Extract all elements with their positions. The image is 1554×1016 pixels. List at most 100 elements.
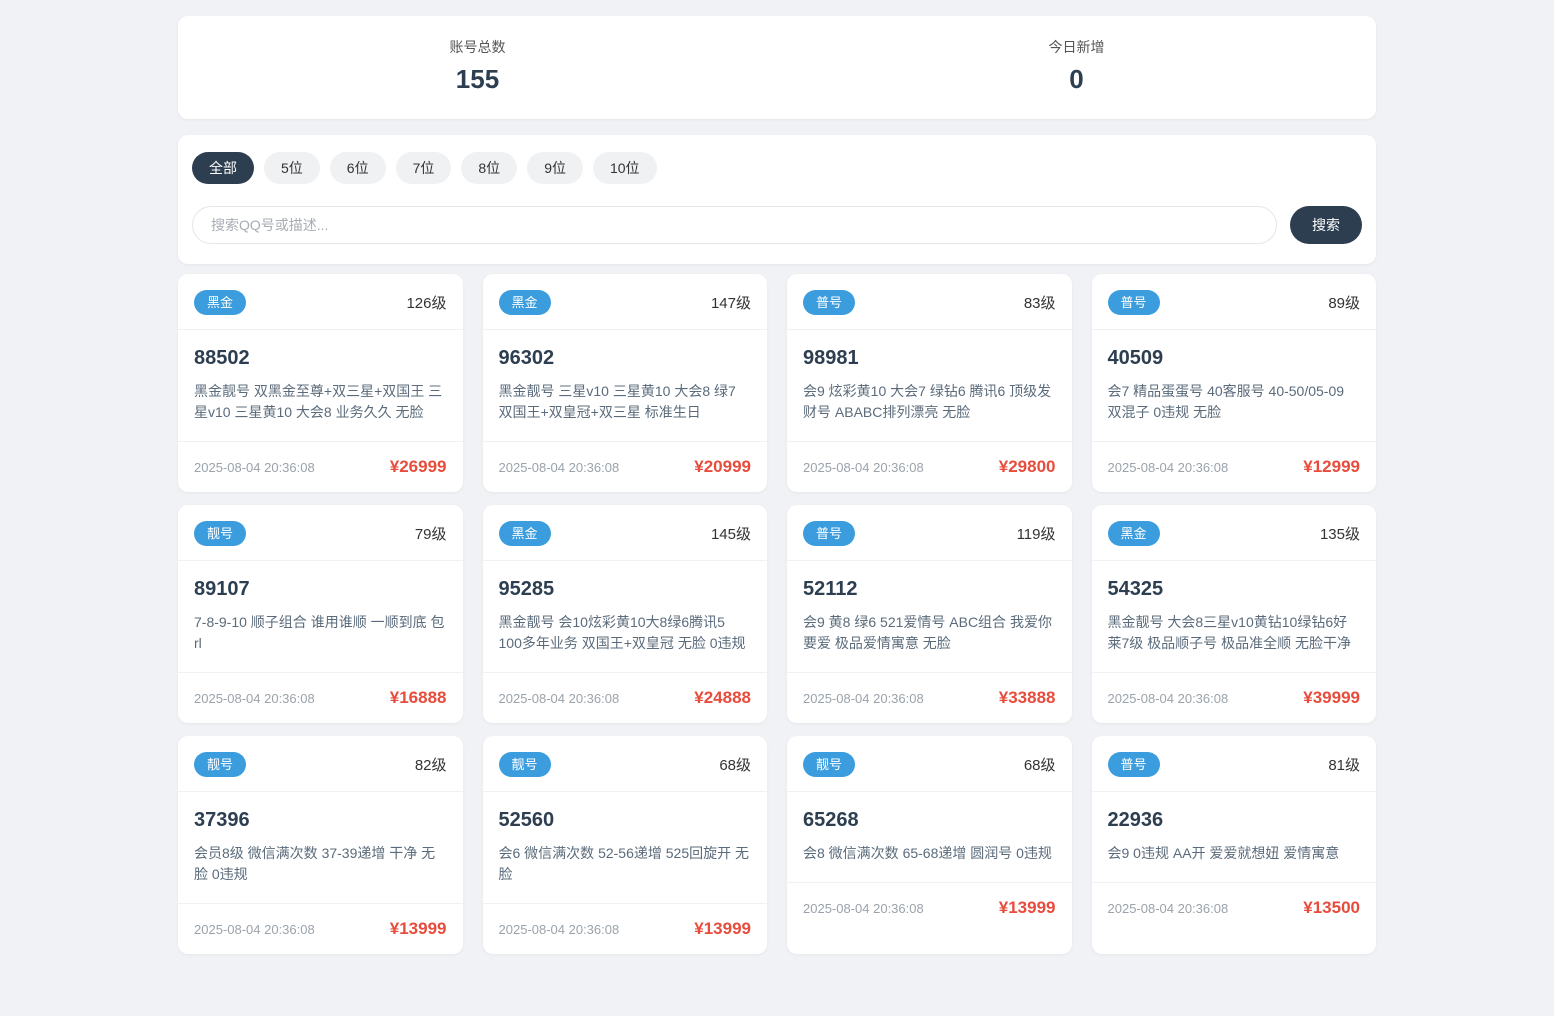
card-body: 95285 黑金靓号 会10炫彩黄10大8绿6腾讯5 100多年业务 双国王+双… (483, 561, 768, 672)
filter-tab[interactable]: 5位 (264, 152, 320, 184)
card-body: 22936 会9 0违规 AA开 爱爱就想妞 爱情寓意 (1092, 792, 1377, 882)
price-label: ¥29800 (998, 457, 1056, 476)
account-description: 会9 炫彩黄10 大会7 绿钻6 腾讯6 顶级发财号 ABABC排列漂亮 无脸 (803, 383, 1052, 420)
card-header: 普号 119级 (787, 505, 1072, 561)
account-number: 22936 (1107, 809, 1164, 831)
card-header: 靓号 68级 (787, 736, 1072, 792)
account-number: 96302 (498, 347, 555, 369)
price-label: ¥26999 (389, 457, 447, 476)
listing-date: 2025-08-04 20:36:08 (194, 459, 315, 475)
account-card[interactable]: 普号 119级 52112 会9 黄8 绿6 521爱情号 ABC组合 我爱你要… (787, 505, 1072, 723)
account-number: 52112 (803, 578, 858, 600)
account-grid: 黑金 126级 88502 黑金靓号 双黑金至尊+双三星+双国王 三星v10 三… (178, 274, 1376, 974)
account-description: 会9 黄8 绿6 521爱情号 ABC组合 我爱你要爱 极品爱情寓意 无脸 (803, 614, 1052, 651)
account-card[interactable]: 普号 89级 40509 会7 精品蛋蛋号 40客服号 40-50/05-09 … (1091, 274, 1377, 492)
account-card[interactable]: 普号 83级 98981 会9 炫彩黄10 大会7 绿钻6 腾讯6 顶级发财号 … (787, 274, 1072, 492)
level-label: 147级 (710, 295, 751, 312)
category-badge: 普号 (1107, 752, 1160, 777)
account-description: 会7 精品蛋蛋号 40客服号 40-50/05-09 双混子 0违规 无脸 (1107, 383, 1345, 420)
level-label: 68级 (719, 757, 751, 774)
account-number: 88502 (194, 347, 250, 369)
card-footer: 2025-08-04 20:36:08 ¥13999 (178, 903, 463, 954)
card-body: 98981 会9 炫彩黄10 大会7 绿钻6 腾讯6 顶级发财号 ABABC排列… (787, 330, 1072, 441)
account-description: 黑金靓号 三星v10 三星黄10 大会8 绿7 双国王+双皇冠+双三星 标准生日 (498, 383, 736, 420)
card-header: 普号 89级 (1091, 274, 1376, 330)
level-label: 68级 (1023, 757, 1056, 774)
card-footer: 2025-08-04 20:36:08 ¥13500 (1091, 882, 1376, 933)
card-header: 靓号 82级 (178, 736, 463, 792)
filter-tab[interactable]: 6位 (329, 152, 386, 184)
account-description: 黑金靓号 双黑金至尊+双三星+双国王 三星v10 三星黄10 大会8 业务久久 … (194, 383, 443, 420)
listing-date: 2025-08-04 20:36:08 (194, 921, 315, 937)
listing-date: 2025-08-04 20:36:08 (1107, 690, 1229, 706)
account-card[interactable]: 黑金 147级 96302 黑金靓号 三星v10 三星黄10 大会8 绿7 双国… (482, 274, 767, 492)
category-badge: 靓号 (498, 752, 551, 777)
filter-panel: 全部 5位 6位 7位 8位 9位 10位 搜索 (178, 135, 1376, 264)
card-body: 65268 会8 微信满次数 65-68递增 圆润号 0违规 (787, 792, 1072, 882)
search-button[interactable]: 搜索 (1290, 206, 1362, 244)
filter-tab[interactable]: 全部 (192, 152, 254, 184)
price-label: ¥13999 (389, 919, 447, 938)
stat-total-accounts: 账号总数 155 (178, 37, 777, 95)
price-label: ¥13999 (694, 919, 751, 938)
search-input[interactable] (192, 206, 1277, 244)
account-card[interactable]: 靓号 68级 65268 会8 微信满次数 65-68递增 圆润号 0违规 20… (787, 736, 1072, 954)
card-header: 黑金 126级 (178, 274, 463, 330)
category-badge: 黑金 (498, 290, 551, 315)
category-badge: 黑金 (1107, 521, 1160, 546)
account-card[interactable]: 靓号 79级 89107 7-8-9-10 顺子组合 谁用谁顺 一顺到底 包rl… (178, 505, 463, 723)
category-badge: 普号 (803, 521, 856, 546)
page: 账号总数 155 今日新增 0 全部 5位 6位 7位 8位 9位 10位 搜索… (178, 0, 1376, 974)
price-label: ¥39999 (1303, 688, 1360, 707)
account-number: 37396 (194, 809, 250, 831)
account-card[interactable]: 黑金 135级 54325 黑金靓号 大会8三星v10黄钻10绿钻6好莱7级 极… (1091, 505, 1377, 723)
category-badge: 靓号 (194, 752, 247, 777)
card-footer: 2025-08-04 20:36:08 ¥29800 (787, 441, 1072, 492)
stat-total-value: 155 (455, 64, 500, 94)
account-description: 会9 0违规 AA开 爱爱就想妞 爱情寓意 (1107, 845, 1340, 861)
listing-date: 2025-08-04 20:36:08 (498, 921, 620, 937)
card-body: 52560 会6 微信满次数 52-56递增 525回旋开 无脸 (483, 792, 768, 903)
account-card[interactable]: 黑金 145级 95285 黑金靓号 会10炫彩黄10大8绿6腾讯5 100多年… (482, 505, 768, 723)
level-label: 79级 (414, 526, 447, 543)
account-description: 会8 微信满次数 65-68递增 圆润号 0违规 (803, 845, 1052, 861)
level-label: 126级 (406, 295, 447, 312)
price-label: ¥33888 (998, 688, 1056, 707)
card-body: 40509 会7 精品蛋蛋号 40客服号 40-50/05-09 双混子 0违规… (1092, 330, 1377, 441)
stat-today-label: 今日新增 (1048, 39, 1105, 55)
category-badge: 靓号 (803, 752, 856, 777)
account-number: 65268 (803, 809, 859, 831)
card-body: 37396 会员8级 微信满次数 37-39递增 干净 无脸 0违规 (178, 792, 463, 903)
card-body: 89107 7-8-9-10 顺子组合 谁用谁顺 一顺到底 包rl (178, 561, 463, 672)
card-header: 黑金 135级 (1091, 505, 1376, 561)
account-card[interactable]: 普号 81级 22936 会9 0违规 AA开 爱爱就想妞 爱情寓意 2025-… (1091, 736, 1377, 954)
filter-tab[interactable]: 7位 (395, 152, 452, 184)
card-footer: 2025-08-04 20:36:08 ¥26999 (178, 441, 463, 492)
card-footer: 2025-08-04 20:36:08 ¥39999 (1091, 672, 1376, 723)
category-badge: 黑金 (194, 290, 247, 315)
listing-date: 2025-08-04 20:36:08 (498, 459, 620, 475)
level-label: 83级 (1023, 295, 1056, 312)
card-footer: 2025-08-04 20:36:08 ¥16888 (178, 672, 463, 723)
card-footer: 2025-08-04 20:36:08 ¥13999 (482, 903, 767, 954)
level-label: 81级 (1328, 757, 1360, 774)
level-label: 119级 (1016, 526, 1056, 543)
account-description: 会员8级 微信满次数 37-39递增 干净 无脸 0违规 (194, 845, 436, 882)
account-card[interactable]: 黑金 126级 88502 黑金靓号 双黑金至尊+双三星+双国王 三星v10 三… (178, 274, 463, 492)
stat-today-value: 0 (1069, 64, 1084, 94)
account-card[interactable]: 靓号 82级 37396 会员8级 微信满次数 37-39递增 干净 无脸 0违… (178, 736, 463, 954)
account-card[interactable]: 靓号 68级 52560 会6 微信满次数 52-56递增 525回旋开 无脸 … (482, 736, 768, 954)
filter-tab[interactable]: 8位 (461, 152, 518, 184)
filter-tab[interactable]: 10位 (592, 152, 657, 184)
filter-tabs: 全部 5位 6位 7位 8位 9位 10位 (192, 152, 1362, 184)
level-label: 82级 (414, 757, 447, 774)
card-header: 黑金 145级 (482, 505, 767, 561)
card-body: 52112 会9 黄8 绿6 521爱情号 ABC组合 我爱你要爱 极品爱情寓意… (787, 561, 1072, 672)
card-body: 54325 黑金靓号 大会8三星v10黄钻10绿钻6好莱7级 极品顺子号 极品准… (1092, 561, 1377, 672)
account-number: 40509 (1107, 347, 1164, 369)
search-row: 搜索 (192, 206, 1362, 244)
card-header: 普号 81级 (1091, 736, 1376, 792)
category-badge: 靓号 (194, 521, 247, 546)
account-number: 52560 (498, 809, 555, 831)
filter-tab[interactable]: 9位 (527, 152, 583, 184)
